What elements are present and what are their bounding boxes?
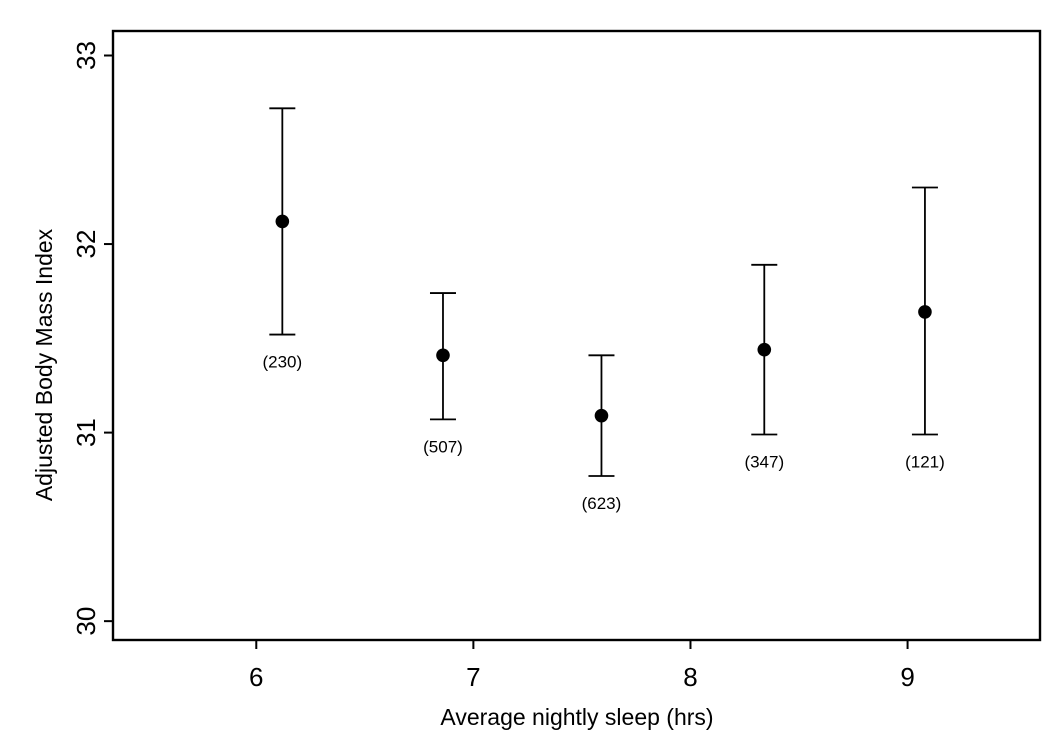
- x-axis-tick-label: 8: [683, 662, 697, 692]
- group-count-label: (347): [744, 452, 784, 471]
- data-point-group: (121): [905, 186, 945, 471]
- data-point-group: (623): [582, 354, 622, 513]
- group-count-label: (623): [582, 494, 622, 513]
- x-axis-title: Average nightly sleep (hrs): [440, 704, 713, 730]
- data-point-group: (230): [262, 107, 302, 372]
- mean-point-marker: [275, 214, 290, 229]
- x-axis-tick-label: 6: [249, 662, 263, 692]
- x-axis-tick-label: 7: [466, 662, 480, 692]
- mean-point-marker: [757, 342, 772, 357]
- mean-point-marker: [594, 408, 609, 423]
- y-axis-tick-label: 33: [71, 41, 101, 70]
- data-point-group: (507): [423, 292, 463, 456]
- data-point-group: (347): [744, 263, 784, 471]
- group-count-label: (507): [423, 437, 463, 456]
- y-axis-tick-label: 31: [71, 418, 101, 447]
- y-axis-tick-label: 32: [71, 230, 101, 259]
- mean-point-marker: [436, 348, 450, 363]
- group-count-label: (121): [905, 452, 945, 471]
- plot-border: [111, 29, 1042, 642]
- group-count-label: (230): [262, 353, 302, 372]
- y-axis-tick-label: 30: [71, 607, 101, 636]
- x-axis-tick-label: 9: [900, 662, 914, 692]
- y-axis-title: Adjusted Body Mass Index: [31, 228, 57, 501]
- mean-point-marker: [918, 305, 932, 319]
